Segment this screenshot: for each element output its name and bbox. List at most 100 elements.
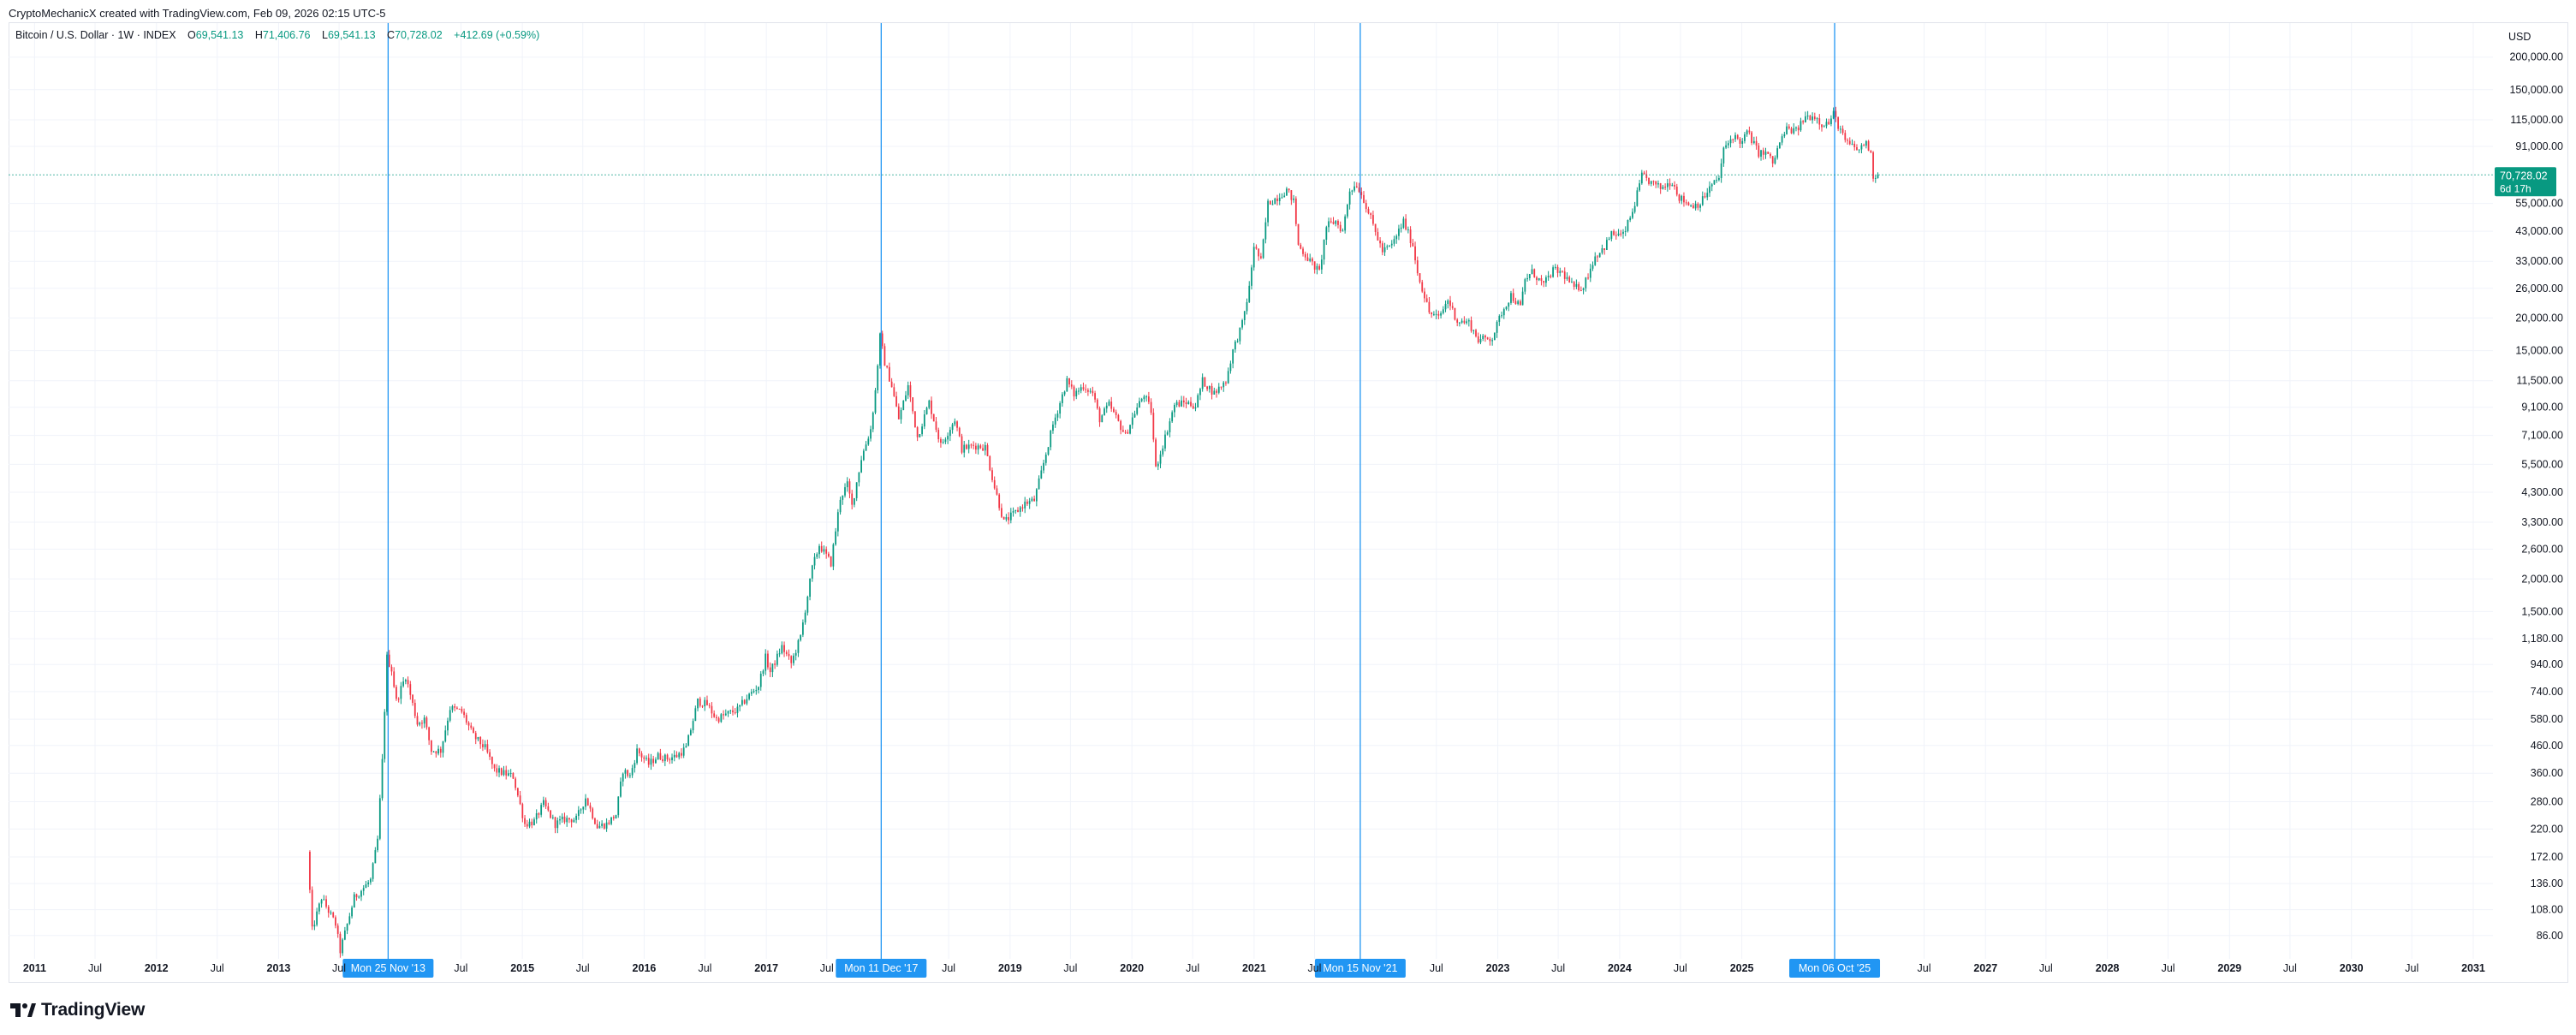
candle-body: [734, 712, 736, 714]
candle-body: [697, 698, 699, 709]
candle-body: [1800, 121, 1802, 131]
candle-body: [1325, 227, 1328, 240]
candle-body: [1751, 132, 1753, 144]
price-tick-label: 108.00: [2531, 904, 2563, 916]
candle-body: [925, 407, 928, 415]
candle-body: [1734, 134, 1736, 140]
candle-body: [1591, 265, 1594, 269]
candle-body: [360, 890, 362, 897]
candle-body: [1783, 134, 1786, 137]
candle-body: [456, 707, 458, 709]
time-tick-label: Jul: [454, 962, 467, 974]
candle-body: [1858, 149, 1860, 151]
candle-body: [566, 818, 568, 823]
candle-body: [396, 687, 397, 699]
price-tick-label: 580.00: [2531, 713, 2563, 725]
candle-body: [1028, 501, 1031, 504]
candle-body: [1181, 400, 1182, 407]
price-tick-label: 2,600.00: [2521, 544, 2563, 556]
candle-body: [973, 444, 975, 446]
candle-body: [355, 894, 358, 898]
candle-body: [1187, 402, 1190, 405]
time-tick-label: 2025: [1730, 962, 1754, 974]
candle-body: [1554, 266, 1556, 268]
candle-body: [1246, 301, 1248, 312]
candle-body: [1571, 282, 1573, 283]
marker-date-label: Mon 15 Nov '21: [1323, 962, 1397, 974]
candle-body: [378, 798, 381, 839]
candle-body: [673, 754, 675, 758]
candle-body: [1227, 371, 1229, 384]
candle-body: [1746, 130, 1748, 134]
candle-body: [479, 737, 482, 745]
candle-body: [1367, 209, 1370, 214]
candle-body: [320, 900, 323, 904]
candle-body: [1475, 330, 1477, 336]
candle-body: [966, 444, 967, 449]
candle-body: [1389, 245, 1390, 247]
candle-body: [589, 805, 592, 809]
candle-body: [1856, 146, 1858, 151]
candle-body: [1722, 147, 1725, 164]
candle-body: [944, 439, 947, 443]
candle-body: [750, 692, 753, 694]
candle-body: [1328, 221, 1330, 228]
candle-body: [1517, 300, 1520, 305]
candle-body: [1713, 180, 1716, 185]
candle-body: [1313, 261, 1316, 270]
candle-body: [1398, 229, 1400, 236]
candle-body: [771, 663, 774, 673]
candle-body: [851, 493, 854, 505]
candle-body: [1021, 507, 1024, 509]
candle-body: [1131, 417, 1133, 425]
candle-body: [1594, 256, 1597, 265]
candle-body: [1459, 322, 1461, 324]
candle-body: [947, 436, 949, 440]
candle-body: [1805, 116, 1806, 122]
candle-body: [449, 710, 451, 721]
candle-body: [663, 754, 666, 762]
candle-body: [1451, 306, 1454, 308]
candle-body: [498, 768, 500, 773]
candle-body: [1211, 386, 1213, 395]
candle-body: [1412, 242, 1414, 247]
candle-body: [570, 819, 573, 823]
candle-body: [1267, 200, 1269, 223]
candle-body: [982, 448, 984, 451]
candle-body: [1762, 150, 1764, 155]
candle-body: [640, 753, 643, 758]
price-tick-label: 26,000.00: [2515, 283, 2563, 294]
candle-body: [1262, 239, 1264, 259]
candle-body: [1755, 140, 1758, 146]
candle-body: [1681, 195, 1683, 201]
candle-body: [430, 740, 432, 752]
candle-body: [1140, 399, 1143, 402]
candle-body: [836, 512, 839, 532]
tradingview-brand[interactable]: TradingView: [10, 1000, 145, 1020]
candle-body: [1407, 229, 1409, 230]
candle-body: [1678, 194, 1681, 201]
candle-body: [1008, 517, 1009, 520]
last-price-countdown: 6d 17h: [2500, 182, 2531, 194]
candle-body: [867, 438, 870, 445]
candle-body: [384, 711, 386, 759]
candle-body: [902, 400, 905, 410]
candle-body: [1416, 260, 1419, 274]
candle-body: [381, 758, 384, 799]
candle-body: [1442, 309, 1444, 313]
legend-symbol: Bitcoin / U.S. Dollar · 1W · INDEX: [15, 29, 176, 41]
candle-body: [318, 903, 320, 912]
time-tick-label: Jul: [1430, 962, 1443, 974]
marker-date-badge: [1314, 959, 1406, 978]
candle-body: [1087, 390, 1089, 392]
currency-label[interactable]: USD: [2508, 31, 2531, 43]
candle-body: [1435, 313, 1437, 315]
candle-body: [1312, 259, 1313, 262]
candle-body: [1597, 256, 1598, 258]
candle-body: [647, 758, 650, 765]
candle-body: [390, 666, 393, 672]
candle-body: [811, 565, 813, 579]
candle-body: [1276, 198, 1278, 201]
candle-body: [346, 923, 348, 931]
